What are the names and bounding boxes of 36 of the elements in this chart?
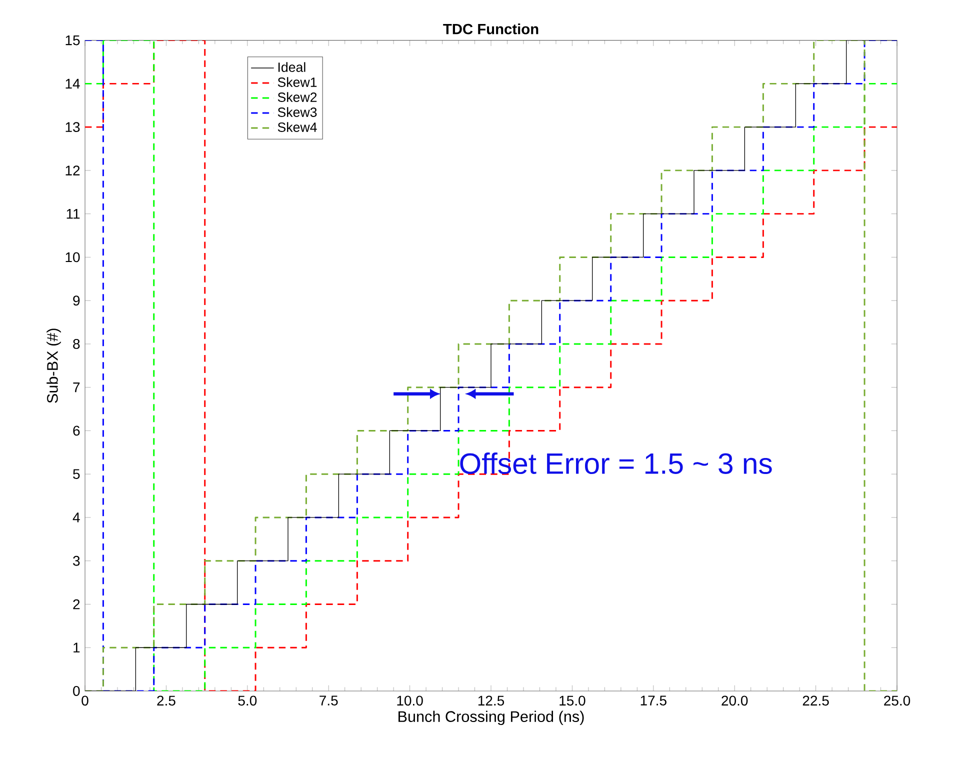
x-axis-title: Bunch Crossing Period (ns) [398, 710, 584, 726]
x-tick-label: 25.0 [884, 696, 910, 706]
x-tick-label: 20.0 [722, 696, 748, 706]
x-tick-label: 0 [82, 696, 88, 706]
legend-label: Skew2 [278, 92, 317, 102]
annotation: Offset Error = 1.5 ~ 3 ns [460, 452, 772, 474]
x-tick-label: 5.0 [238, 696, 257, 706]
y-tick-label: 5 [73, 469, 80, 479]
y-tick-label: 15 [66, 35, 80, 46]
y-tick-label: 12 [66, 166, 80, 176]
x-tick-label: 12.5 [478, 696, 504, 706]
y-tick-label: 14 [66, 78, 80, 89]
y-tick-label: 7 [73, 382, 80, 392]
y-tick-label: 2 [73, 599, 80, 610]
y-axis-title: Sub-BX (#) [46, 328, 61, 403]
y-tick-label: 8 [73, 339, 80, 349]
x-tick-label: 7.5 [320, 696, 338, 706]
y-tick-label: 4 [72, 512, 80, 522]
x-tick-label: 22.5 [802, 696, 829, 706]
legend-label: Skew3 [278, 107, 317, 117]
y-tick-label: 10 [66, 252, 80, 262]
y-tick-label: 3 [73, 556, 80, 566]
y-tick-label: 11 [66, 209, 80, 219]
y-tick-label: 1 [74, 642, 80, 652]
y-tick-label: 13 [66, 122, 80, 132]
y-tick-label: 6 [73, 426, 80, 436]
y-tick-label: 9 [73, 296, 80, 306]
legend-label: Skew4 [278, 122, 317, 132]
legend-label: Ideal [278, 62, 306, 72]
x-tick-label: 15.0 [560, 696, 586, 706]
x-tick-label: 17.5 [640, 696, 666, 706]
x-tick-label: 2.5 [157, 696, 176, 706]
y-tick-label: 0 [73, 686, 80, 696]
chart-title: TDC Function [443, 24, 538, 34]
legend-label: Skew1 [278, 77, 317, 87]
x-tick-label: 10.0 [397, 696, 423, 706]
